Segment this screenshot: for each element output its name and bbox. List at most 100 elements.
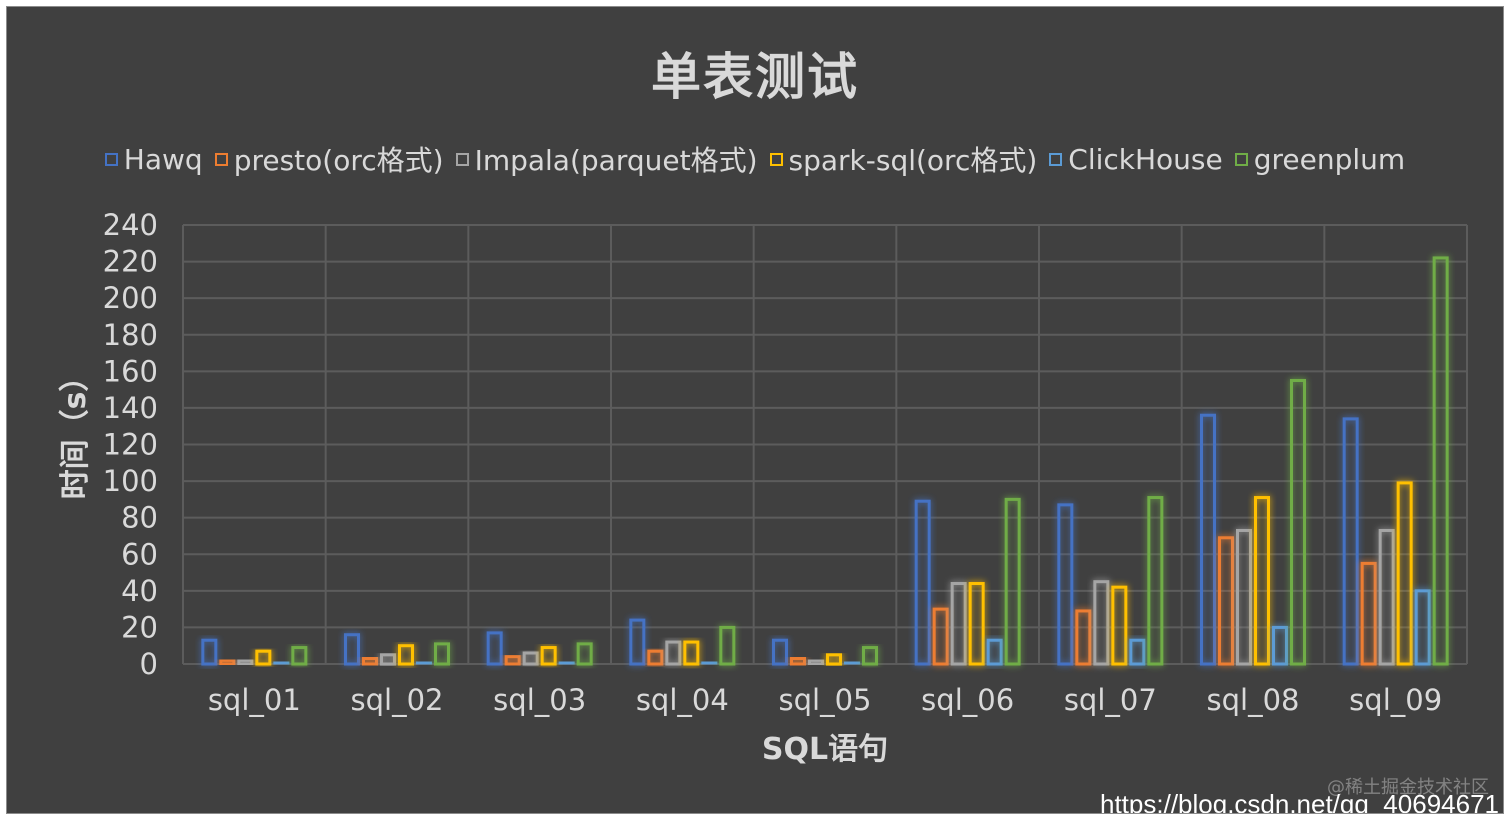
bar-sql_05-3 (826, 653, 842, 666)
bar-sql_08-4 (1272, 625, 1288, 666)
y-tick-label: 220 (103, 245, 158, 279)
legend-label: Hawq (123, 142, 203, 176)
y-tick-label: 120 (103, 428, 158, 462)
y-tick-label: 240 (103, 208, 158, 242)
bar-sql_01-4 (273, 660, 290, 666)
bar-sql_04-2 (665, 640, 682, 666)
bar-sql_08-3 (1254, 496, 1270, 666)
bar-sql_01-3 (255, 649, 272, 666)
x-tick-label: sql_04 (636, 683, 729, 717)
y-tick-label: 40 (121, 574, 158, 608)
bar-sql_02-3 (398, 644, 414, 666)
bar-sql_06-2 (950, 582, 967, 666)
legend-swatch (769, 152, 783, 166)
bar-sql_07-1 (1075, 609, 1092, 666)
bar-sql_01-5 (291, 646, 308, 666)
x-axis-label: SQL语句 (762, 732, 888, 767)
bar-sql_07-4 (1129, 638, 1146, 666)
chart-frame: 单表测试 Hawq presto(orc格式) Impala(parquet格式) s… (6, 6, 1504, 814)
legend-swatch (1049, 152, 1063, 166)
legend-item-2: Impala(parquet格式) (455, 139, 758, 179)
legend-label: ClickHouse (1068, 142, 1223, 176)
bar-sql_03-2 (522, 651, 539, 666)
bar-sql_06-3 (968, 582, 985, 666)
legend-label: presto(orc格式) (233, 144, 444, 177)
bar-sql_08-5 (1290, 378, 1306, 666)
bar-sql_05-4 (844, 660, 860, 666)
bar-sql_07-5 (1147, 496, 1164, 666)
bar-sql_06-4 (986, 638, 1003, 666)
bar-sql_05-1 (790, 657, 806, 666)
x-tick-label: sql_02 (351, 683, 444, 717)
y-tick-label: 180 (103, 318, 158, 352)
bar-sql_01-0 (201, 638, 218, 666)
bar-sql_04-5 (719, 625, 736, 666)
legend-item-1: presto(orc格式) (214, 139, 444, 179)
bar-sql_02-4 (416, 660, 432, 666)
bar-sql_06-1 (932, 607, 949, 666)
bar-sql_07-2 (1093, 580, 1110, 666)
bar-sql_09-5 (1432, 256, 1449, 666)
bar-sql_01-1 (219, 658, 236, 666)
bar-sql_06-5 (1004, 497, 1021, 666)
bar-sql_05-5 (862, 646, 878, 666)
bar-sql_07-0 (1057, 503, 1074, 666)
bar-sql_03-5 (576, 642, 593, 666)
grid-lines (182, 224, 1468, 665)
bar-sql_02-1 (362, 657, 378, 666)
x-tick-label: sql_06 (921, 683, 1014, 717)
bar-sql_05-2 (808, 658, 824, 666)
bar-sql_08-0 (1200, 413, 1216, 666)
legend-item-0: Hawq (104, 142, 203, 176)
legend-swatch (214, 152, 228, 166)
bar-sql_03-4 (558, 660, 575, 666)
y-tick-label: 0 (140, 647, 158, 681)
legend-label: spark-sql(orc格式) (788, 144, 1038, 177)
x-tick-label: sql_07 (1064, 683, 1157, 717)
y-tick-label: 200 (103, 281, 158, 315)
bar-sql_06-0 (914, 499, 931, 666)
x-tick-label: sql_05 (779, 683, 872, 717)
legend-label: greenplum (1253, 142, 1406, 176)
bar-sql_02-0 (344, 633, 360, 666)
legend-swatch (455, 152, 469, 166)
legend-swatch (104, 152, 118, 166)
bar-sql_09-4 (1414, 589, 1431, 666)
bar-sql_04-1 (647, 649, 664, 666)
bar-sql_09-1 (1360, 561, 1377, 666)
bar-sql_04-0 (629, 618, 646, 666)
bar-sql_09-2 (1378, 528, 1395, 666)
bar-sql_03-1 (504, 655, 521, 666)
chart-title: 单表测试 (651, 48, 859, 106)
legend-item-5: greenplum (1234, 142, 1406, 176)
y-axis-label: 时间（s） (58, 362, 93, 500)
watermark-juejin: @稀土掘金技术社区 (1327, 777, 1489, 798)
legend-label: Impala(parquet格式) (474, 144, 758, 177)
bar-sql_04-3 (683, 640, 700, 666)
legend-item-3: spark-sql(orc格式) (769, 139, 1038, 179)
y-tick-label: 100 (103, 464, 158, 498)
y-tick-label: 80 (121, 501, 158, 535)
x-tick-label: sql_01 (208, 683, 301, 717)
bar-sql_02-5 (434, 642, 450, 666)
bar-sql_09-0 (1342, 417, 1359, 666)
bars (201, 256, 1449, 666)
bar-sql_02-2 (380, 653, 396, 666)
bar-sql_01-2 (237, 658, 254, 666)
chart-legend: Hawq presto(orc格式) Impala(parquet格式) spark-… (7, 139, 1503, 179)
x-tick-label: sql_09 (1349, 683, 1442, 717)
legend-item-4: ClickHouse (1049, 142, 1223, 176)
bar-sql_04-4 (701, 660, 718, 666)
bar-sql_09-3 (1396, 481, 1413, 666)
bar-sql_05-0 (772, 638, 788, 666)
y-tick-label: 160 (103, 354, 158, 388)
x-tick-label: sql_03 (493, 683, 586, 717)
y-tick-label: 140 (103, 391, 158, 425)
watermark-url: https://blog.csdn.net/qq_40694671 (1100, 789, 1499, 814)
bar-sql_08-1 (1218, 536, 1234, 666)
bar-sql_07-3 (1111, 585, 1128, 666)
y-tick-label: 60 (121, 537, 158, 571)
bar-sql_08-2 (1236, 528, 1252, 666)
legend-swatch (1234, 152, 1248, 166)
